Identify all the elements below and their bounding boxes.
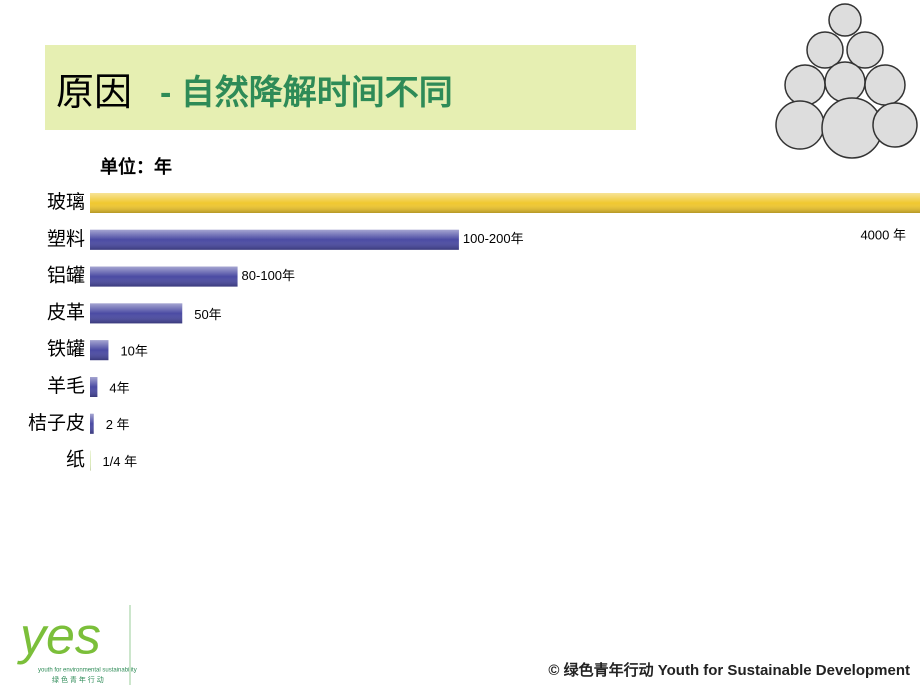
bar-shade bbox=[90, 414, 94, 434]
logo-name: yes bbox=[17, 608, 101, 666]
category-label: 羊毛 bbox=[47, 375, 85, 397]
logo-chinese: 绿 色 青 年 行 动 bbox=[52, 675, 104, 684]
category-label: 玻璃 bbox=[47, 191, 85, 213]
value-label: 10年 bbox=[120, 344, 147, 359]
logo-tagline: youth for environmental sustainability bbox=[38, 668, 137, 674]
bar-shade bbox=[90, 193, 920, 213]
value-label: 4年 bbox=[109, 380, 129, 395]
bar-shade bbox=[90, 303, 182, 323]
category-label: 桔子皮 bbox=[28, 412, 85, 434]
footer: © 绿色青年行动 Youth for Sustainable Developme… bbox=[548, 661, 910, 679]
title: 原因 bbox=[56, 72, 132, 114]
value-label: 100-200年 bbox=[463, 231, 524, 246]
bar-shade bbox=[90, 340, 108, 360]
bar-shade bbox=[90, 230, 459, 250]
value-label: 80-100年 bbox=[242, 268, 295, 283]
category-label: 纸 bbox=[66, 449, 85, 471]
value-label: 4000 年 bbox=[860, 227, 906, 242]
bar-shade bbox=[90, 377, 97, 397]
category-label: 铁罐 bbox=[47, 338, 85, 360]
garbage-bags bbox=[776, 4, 917, 158]
bar-shade bbox=[90, 267, 238, 287]
subtitle: - 自然降解时间不同 bbox=[160, 73, 453, 112]
value-label: 2 年 bbox=[106, 417, 130, 432]
value-label: 50年 bbox=[194, 307, 221, 322]
logo: yes youth for environmental sustainabili… bbox=[17, 605, 137, 685]
category-label: 塑料 bbox=[47, 228, 85, 250]
category-label: 皮革 bbox=[47, 301, 85, 323]
unit-label: 单位：年 bbox=[100, 156, 172, 177]
category-label: 铝罐 bbox=[47, 265, 85, 287]
value-label: 1/4 年 bbox=[102, 454, 137, 469]
